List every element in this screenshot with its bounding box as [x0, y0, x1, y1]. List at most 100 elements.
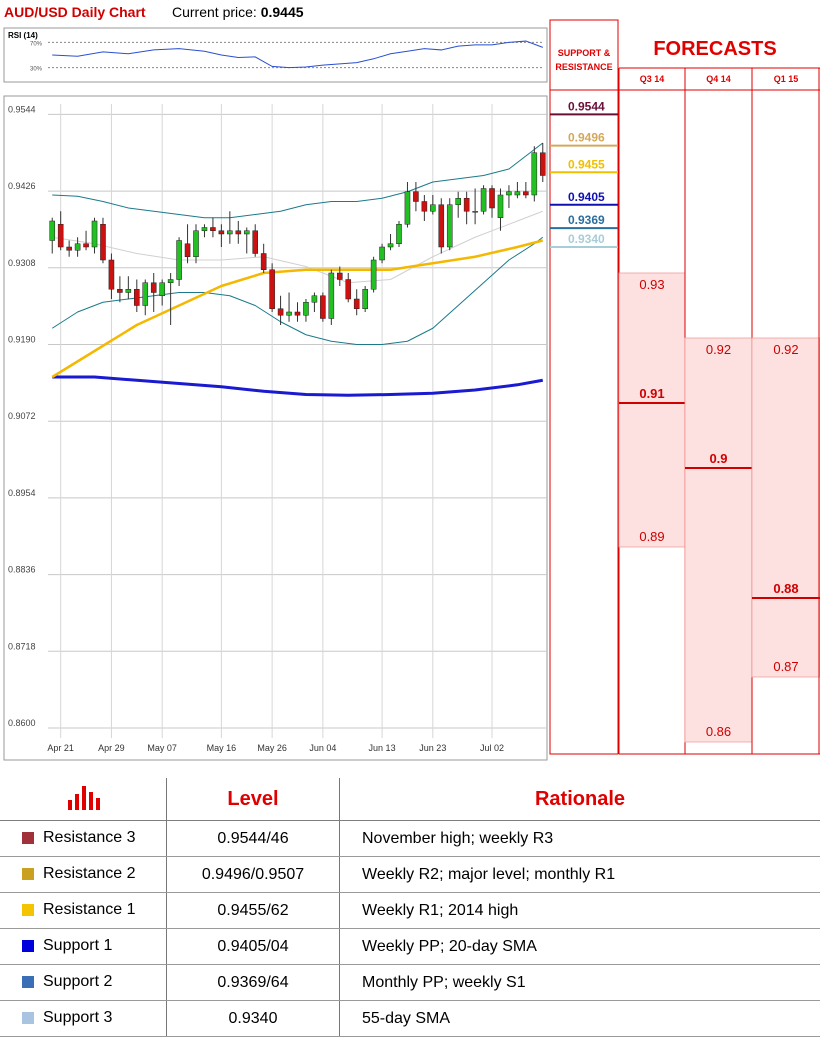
- y-tick-label: 0.9072: [8, 411, 36, 421]
- forecasts-title: FORECASTS: [653, 38, 776, 60]
- x-tick-label: Apr 29: [98, 743, 125, 753]
- candle-body: [50, 221, 55, 241]
- candle-body: [219, 231, 224, 234]
- candle-body: [337, 273, 342, 280]
- level-name: Support 3: [43, 1009, 112, 1026]
- candle-body: [84, 244, 89, 247]
- level-name-cell: Resistance 2: [0, 857, 167, 893]
- candle-body: [100, 224, 105, 260]
- x-tick-label: May 26: [257, 743, 287, 753]
- candle-body: [506, 192, 511, 195]
- level-swatch: [22, 868, 34, 880]
- level-name: Resistance 1: [43, 901, 136, 918]
- y-tick-label: 0.8836: [8, 565, 36, 575]
- x-tick-label: May 07: [147, 743, 177, 753]
- candle-body: [185, 244, 190, 257]
- forecast-mid: 0.91: [639, 386, 664, 401]
- y-tick-label: 0.9190: [8, 335, 36, 345]
- candle-body: [371, 260, 376, 289]
- forecast-range: [685, 338, 752, 742]
- candle-body: [380, 247, 385, 260]
- candle-body: [92, 221, 97, 247]
- y-tick-label: 0.9426: [8, 181, 36, 191]
- candle-body: [168, 280, 173, 283]
- candle-body: [320, 296, 325, 319]
- forecast-low: 0.87: [773, 659, 798, 674]
- candle-body: [396, 224, 401, 244]
- y-tick-label: 0.8600: [8, 718, 36, 728]
- candle-body: [489, 189, 494, 209]
- sr-level-label: 0.9455: [568, 157, 605, 171]
- candle-body: [151, 283, 156, 293]
- level-name-cell: Resistance 3: [0, 821, 167, 857]
- level-name-cell: Support 1: [0, 929, 167, 965]
- sr-level-label: 0.9405: [568, 190, 605, 204]
- sr-level-label: 0.9340: [568, 232, 605, 246]
- x-tick-label: Jun 23: [419, 743, 446, 753]
- level-rationale: Weekly PP; 20-day SMA: [340, 929, 820, 965]
- candle-body: [126, 289, 131, 292]
- candle-body: [177, 241, 182, 280]
- rsi-tick-label: 30%: [30, 67, 43, 73]
- candle-body: [447, 205, 452, 247]
- candle-body: [354, 299, 359, 309]
- candle-body: [193, 231, 198, 257]
- level-value: 0.9455/62: [167, 893, 340, 929]
- candle-body: [261, 254, 266, 270]
- candle-body: [202, 228, 207, 231]
- candle-body: [227, 231, 232, 234]
- level-rationale: November high; weekly R3: [340, 821, 820, 857]
- candle-body: [270, 270, 275, 309]
- level-name: Support 2: [43, 973, 112, 990]
- candle-body: [58, 224, 63, 247]
- forecast-col-label: Q4 14: [706, 74, 731, 84]
- header-rationale: Rationale: [340, 778, 820, 821]
- level-rationale: Weekly R2; major level; monthly R1: [340, 857, 820, 893]
- level-name: Support 1: [43, 937, 112, 954]
- candle-body: [160, 283, 165, 296]
- level-rationale: 55-day SMA: [340, 1001, 820, 1037]
- candle-body: [422, 202, 427, 212]
- y-tick-label: 0.9544: [8, 104, 36, 114]
- x-tick-label: Apr 21: [47, 743, 74, 753]
- y-tick-label: 0.8718: [8, 641, 36, 651]
- candle-body: [464, 198, 469, 211]
- forecast-mid: 0.88: [773, 581, 798, 596]
- candle-body: [473, 211, 478, 212]
- forecast-col-label: Q1 15: [774, 74, 799, 84]
- sr-level-label: 0.9544: [568, 99, 605, 113]
- candle-body: [532, 153, 537, 195]
- level-value: 0.9369/64: [167, 965, 340, 1001]
- rsi-label: RSI (14): [8, 31, 38, 40]
- candle-body: [540, 153, 545, 176]
- forecast-mid: 0.9: [709, 451, 727, 466]
- candle-body: [75, 244, 80, 251]
- forecast-col-label: Q3 14: [640, 74, 665, 84]
- forecast-range: [619, 273, 685, 547]
- candle-body: [363, 289, 368, 309]
- header-icon-cell: [0, 778, 167, 821]
- level-value: 0.9496/0.9507: [167, 857, 340, 893]
- candle-body: [388, 244, 393, 247]
- candle-body: [346, 280, 351, 300]
- sr-level-label: 0.9496: [568, 131, 605, 145]
- price-panel: [4, 96, 547, 760]
- candle-body: [430, 205, 435, 212]
- level-value: 0.9405/04: [167, 929, 340, 965]
- forecast-low: 0.89: [639, 529, 664, 544]
- candle-body: [456, 198, 461, 205]
- level-name: Resistance 2: [43, 865, 136, 882]
- y-tick-label: 0.9308: [8, 258, 36, 268]
- level-rationale: Weekly R1; 2014 high: [340, 893, 820, 929]
- candle-body: [405, 192, 410, 225]
- level-swatch: [22, 832, 34, 844]
- header-level: Level: [167, 778, 340, 821]
- candle-body: [312, 296, 317, 303]
- candle-body: [481, 189, 486, 212]
- candle-body: [253, 231, 258, 254]
